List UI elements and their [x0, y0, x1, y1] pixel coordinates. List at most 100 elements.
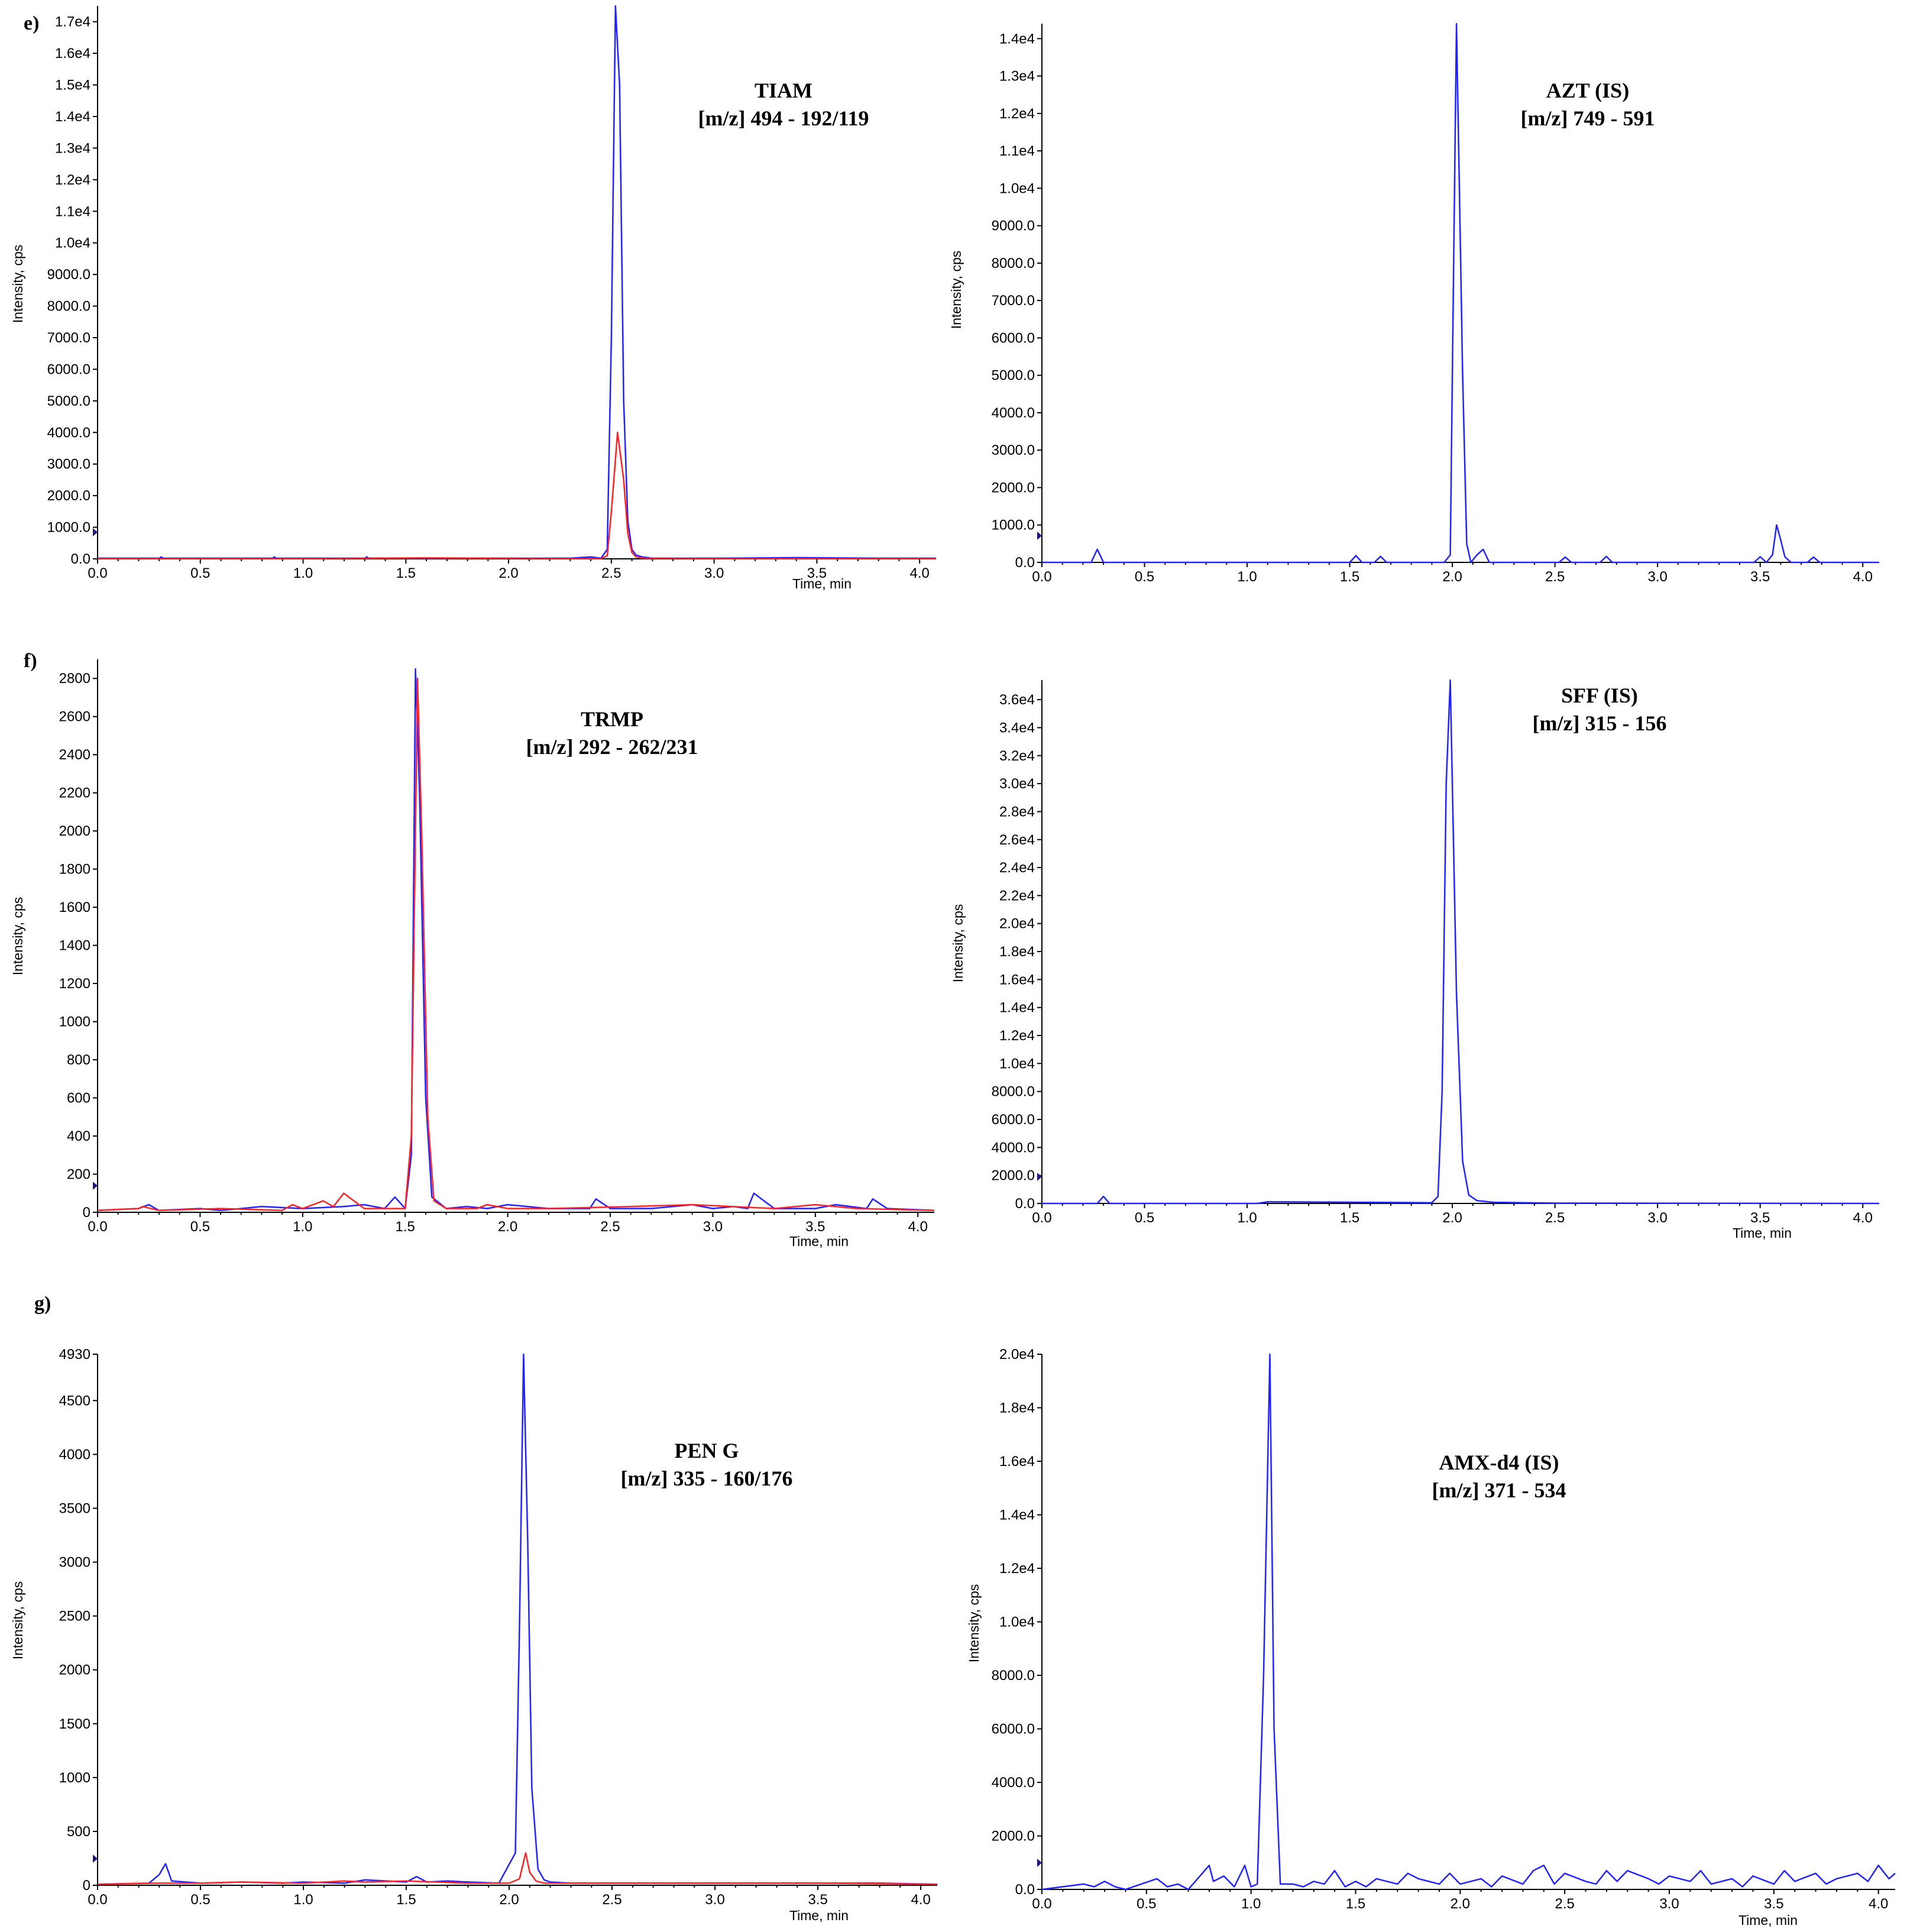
x-tick-label: 0.5: [1135, 1210, 1154, 1226]
x-tick-label: 0.0: [1032, 569, 1051, 585]
chart-title: TIAM: [755, 79, 812, 102]
y-axis-title: Intensity, cps: [966, 1584, 982, 1663]
y-tick-label: 200: [67, 1167, 90, 1183]
x-tick-label: 3.0: [1647, 1210, 1667, 1226]
x-tick-label: 2.0: [498, 1219, 517, 1235]
y-tick-label: 4000.0: [992, 405, 1035, 421]
y-tick-label: 0.0: [1015, 1882, 1035, 1898]
panel-label-f: f): [24, 650, 37, 672]
y-tick-label: 1500: [59, 1716, 90, 1732]
y-tick-label: 6000.0: [992, 1721, 1035, 1737]
chart-title: SFF (IS): [1561, 684, 1638, 707]
x-tick-label: 2.5: [1545, 1210, 1565, 1226]
panel-label-g: g): [34, 1293, 51, 1315]
y-tick-label: 1200: [59, 976, 90, 992]
y-tick-label: 3000.0: [47, 457, 90, 473]
x-tick-label: 0.0: [1032, 1896, 1051, 1912]
series-line-red: [98, 432, 936, 559]
x-tick-label: 0.0: [88, 1892, 107, 1908]
y-tick-label: 3500: [59, 1500, 90, 1516]
chart-3: 0.0 0.5 1.0 1.5 2.0 2.5 3.0 3.5 4.0 0.0 2000.0 4000…: [950, 679, 1880, 1241]
y-tick-label: 1.0e4: [55, 235, 90, 251]
y-tick-label: 2000.0: [992, 1829, 1035, 1844]
y-tick-label: 800: [67, 1052, 90, 1068]
y-tick-label: 1600: [59, 899, 90, 915]
y-tick-label: 1.2e4: [55, 172, 90, 188]
y-tick-label: 2800: [59, 671, 90, 687]
y-tick-label: 1.5e4: [55, 77, 90, 93]
x-axis-title: Time, min: [792, 576, 851, 591]
y-tick-label: 8000.0: [992, 255, 1035, 271]
y-tick-label: 4000.0: [992, 1140, 1035, 1156]
x-tick-label: 3.5: [805, 1219, 825, 1235]
y-axis-title: Intensity, cps: [10, 245, 25, 323]
y-tick-label: 2000: [59, 1662, 90, 1678]
x-tick-label: 3.0: [703, 1219, 723, 1235]
y-tick-label: 2000.0: [992, 480, 1035, 496]
y-tick-label: 1000.0: [47, 520, 90, 536]
x-tick-label: 2.0: [498, 565, 518, 581]
x-axis-title: Time, min: [1733, 1225, 1792, 1241]
y-tick-label: 1400: [59, 938, 90, 954]
x-tick-label: 1.5: [396, 565, 416, 581]
series-line-red: [97, 677, 935, 1212]
y-tick-label: 500: [67, 1824, 90, 1840]
y-tick-label: 1.4e4: [55, 109, 90, 125]
x-tick-label: 2.5: [601, 565, 621, 581]
y-tick-label: 1.3e4: [55, 140, 90, 156]
y-tick-label: 1.1e4: [999, 143, 1035, 159]
x-tick-label: 4.0: [910, 565, 930, 581]
y-axis-title: Intensity, cps: [950, 904, 966, 983]
y-tick-label: 2.6e4: [999, 832, 1035, 848]
y-tick-label: 2.0e4: [999, 916, 1035, 932]
x-tick-label: 0.0: [88, 565, 107, 581]
chart-title: TRMP: [581, 707, 643, 731]
chart-title: AMX-d4 (IS): [1439, 1451, 1559, 1474]
x-tick-label: 2.5: [1545, 569, 1565, 585]
baseline-marker-icon: [1037, 1173, 1042, 1181]
series-line-blue: [1042, 679, 1880, 1205]
x-tick-label: 1.0: [293, 1892, 313, 1908]
x-axis-title: Time, min: [789, 1908, 849, 1923]
y-axis-title: Intensity, cps: [948, 251, 964, 329]
x-tick-label: 1.5: [396, 1892, 416, 1908]
x-tick-label: 2.0: [499, 1892, 519, 1908]
y-tick-label: 6000.0: [992, 330, 1035, 346]
y-tick-label: 0.0: [71, 551, 90, 567]
x-tick-label: 3.0: [1659, 1896, 1679, 1912]
x-tick-label: 0.5: [190, 1219, 210, 1235]
y-tick-label: 1.2e4: [999, 106, 1035, 122]
x-tick-label: 2.5: [602, 1892, 621, 1908]
x-tick-label: 1.5: [396, 1219, 415, 1235]
y-tick-label: 8000.0: [47, 299, 90, 315]
y-tick-label: 3000.0: [992, 442, 1035, 458]
y-tick-label: 2.2e4: [999, 888, 1035, 904]
x-tick-label: 1.0: [293, 1219, 312, 1235]
x-tick-label: 1.5: [1340, 1210, 1359, 1226]
y-tick-label: 7000.0: [47, 330, 90, 346]
x-tick-label: 3.0: [704, 565, 724, 581]
chart-title: PEN G: [674, 1439, 739, 1462]
y-tick-label: 7000.0: [992, 293, 1035, 309]
y-axis-title: Intensity, cps: [10, 897, 25, 976]
y-tick-label: 4500: [59, 1393, 90, 1409]
baseline-marker-icon: [93, 1855, 98, 1863]
y-tick-label: 0.0: [1015, 1196, 1035, 1212]
series-line-blue: [1042, 22, 1879, 564]
x-tick-label: 3.5: [1750, 569, 1770, 585]
y-tick-label: 6000.0: [47, 361, 90, 377]
chart-subtitle: [m/z] 315 - 156: [1533, 711, 1667, 735]
baseline-marker-icon: [93, 1182, 98, 1190]
y-tick-label: 1000: [59, 1770, 90, 1786]
chart-subtitle: [m/z] 494 - 192/119: [698, 106, 869, 130]
y-tick-label: 600: [67, 1090, 90, 1106]
y-tick-label: 5000.0: [47, 393, 90, 409]
series-line-blue: [97, 1353, 938, 1885]
x-tick-label: 2.5: [1555, 1896, 1575, 1912]
chart-subtitle: [m/z] 335 - 160/176: [621, 1467, 793, 1490]
y-tick-label: 1.4e4: [999, 31, 1035, 47]
y-tick-label: 2000.0: [992, 1168, 1035, 1184]
x-tick-label: 1.5: [1346, 1896, 1365, 1912]
y-tick-label: 8000.0: [992, 1084, 1035, 1100]
